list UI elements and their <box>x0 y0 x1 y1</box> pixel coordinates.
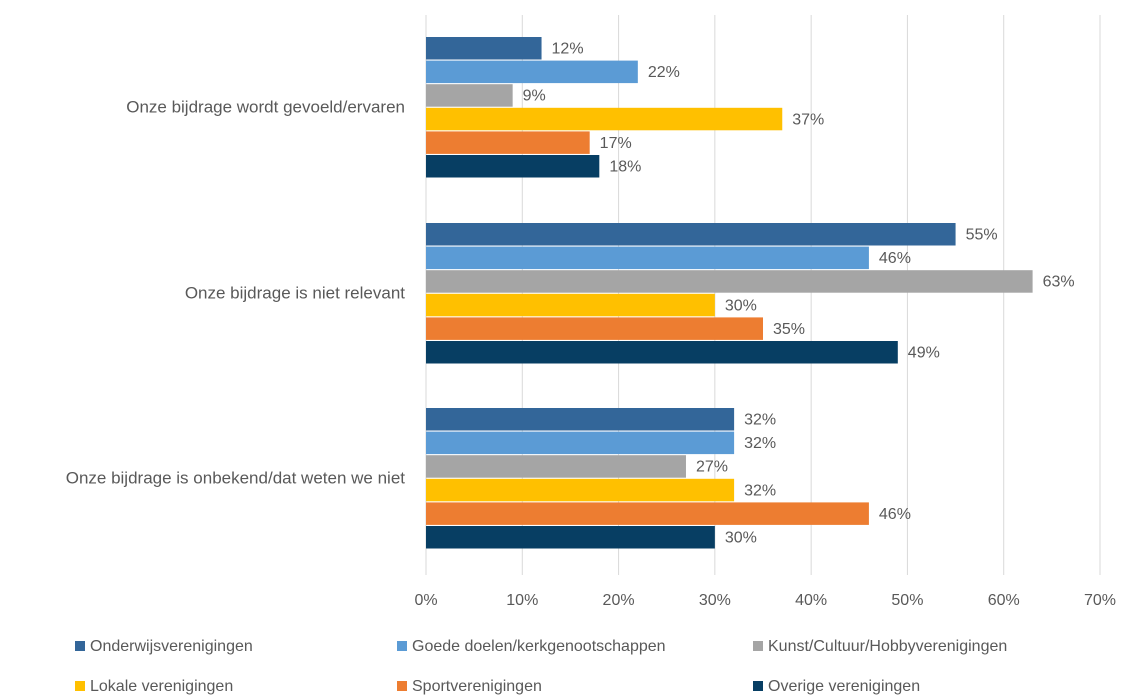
data-label: 63% <box>1043 274 1075 291</box>
data-label: 32% <box>744 482 776 499</box>
data-label: 55% <box>966 226 998 243</box>
bar <box>426 431 735 455</box>
x-tick-label: 70% <box>1084 592 1116 609</box>
data-label: 32% <box>744 411 776 428</box>
x-tick-label: 40% <box>795 592 827 609</box>
data-label: 17% <box>600 135 632 152</box>
x-tick-label: 50% <box>891 592 923 609</box>
data-label: 46% <box>879 506 911 523</box>
data-label: 37% <box>792 111 824 128</box>
category-label: Onze bijdrage is niet relevant <box>185 283 405 302</box>
x-tick-label: 30% <box>699 592 731 609</box>
bar <box>426 155 600 178</box>
data-label: 12% <box>552 40 584 57</box>
bar <box>426 293 715 317</box>
bar <box>426 478 735 502</box>
bar <box>426 408 735 431</box>
data-label: 9% <box>523 88 546 105</box>
bar <box>426 502 869 525</box>
data-label: 22% <box>648 64 680 81</box>
legend-label: Kunst/Cultuur/Hobbyverenigingen <box>768 638 1007 655</box>
x-tick-label: 60% <box>988 592 1020 609</box>
data-label: 18% <box>609 158 641 175</box>
bar <box>426 131 590 154</box>
bar <box>426 317 763 340</box>
legend-swatch <box>75 641 85 651</box>
bar <box>426 246 869 270</box>
data-label: 30% <box>725 529 757 546</box>
legend-label: Overige verenigingen <box>768 678 920 695</box>
bar <box>426 84 513 107</box>
bar <box>426 37 542 60</box>
bar <box>426 455 686 478</box>
category-label: Onze bijdrage wordt gevoeld/ervaren <box>126 97 405 116</box>
x-tick-label: 0% <box>414 592 437 609</box>
legend-label: Goede doelen/kerkgenootschappen <box>412 638 666 655</box>
legend-swatch <box>753 641 763 651</box>
bar <box>426 60 638 84</box>
data-label: 49% <box>908 344 940 361</box>
data-label: 32% <box>744 435 776 452</box>
bar <box>426 270 1033 293</box>
data-label: 27% <box>696 459 728 476</box>
bar <box>426 341 898 364</box>
legend-swatch <box>753 681 763 691</box>
legend-swatch <box>397 641 407 651</box>
x-tick-label: 10% <box>506 592 538 609</box>
category-label: Onze bijdrage is onbekend/dat weten we n… <box>66 468 406 487</box>
legend-swatch <box>75 681 85 691</box>
x-tick-label: 20% <box>603 592 635 609</box>
legend-label: Lokale verenigingen <box>90 678 233 695</box>
bar <box>426 526 715 549</box>
data-label: 46% <box>879 250 911 267</box>
bar <box>426 223 956 246</box>
legend-swatch <box>397 681 407 691</box>
data-label: 30% <box>725 297 757 314</box>
bar <box>426 107 783 131</box>
data-label: 35% <box>773 321 805 338</box>
legend-label: Sportverenigingen <box>412 678 542 695</box>
legend-label: Onderwijsverenigingen <box>90 638 253 655</box>
